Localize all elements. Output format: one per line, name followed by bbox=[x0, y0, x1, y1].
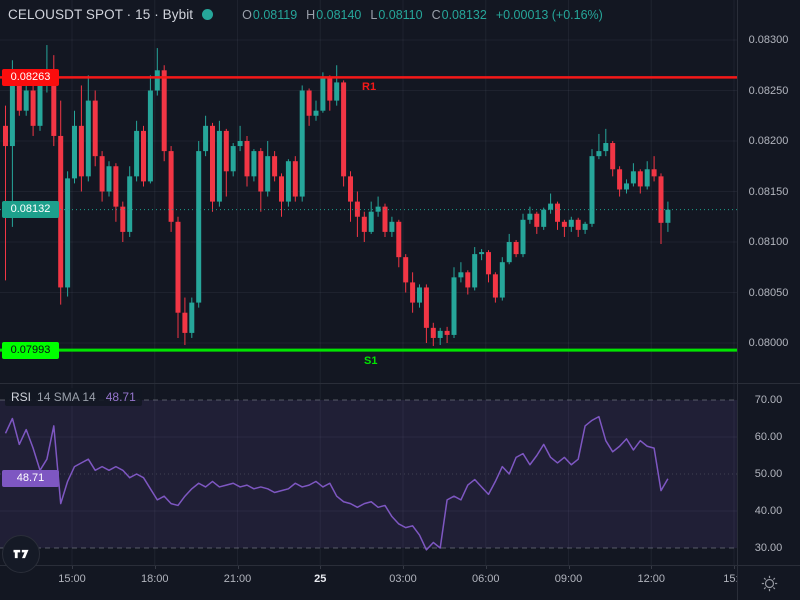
time-axis-label: 06:00 bbox=[471, 573, 500, 585]
rsi-axis[interactable]: 70.00 60.00 50.00 40.00 30.00 bbox=[737, 383, 800, 565]
tradingview-logo-icon bbox=[13, 549, 29, 559]
rsi-axis-label: 50.00 bbox=[754, 468, 783, 480]
high-value: 0.08140 bbox=[316, 7, 362, 22]
rsi-title: RSI bbox=[11, 390, 32, 404]
price-axis-label: 0.08100 bbox=[748, 236, 789, 248]
time-axis-tick bbox=[485, 565, 487, 569]
time-axis[interactable]: 15:00 18:00 21:00 25 03:00 06:00 09:00 12:00 15:… bbox=[0, 565, 746, 600]
time-axis-tick bbox=[568, 565, 570, 569]
time-axis-label: 09:00 bbox=[554, 573, 583, 585]
time-axis-label: 15:00 bbox=[58, 573, 86, 585]
change-value: +0.00013 (+0.16%) bbox=[495, 7, 603, 22]
time-axis-label: 18:00 bbox=[140, 573, 169, 585]
time-axis-label: 03:00 bbox=[389, 573, 417, 585]
pane-separator[interactable] bbox=[0, 383, 800, 384]
last-price-badge: 0.08132 bbox=[2, 201, 59, 219]
price-axis-label: 0.08300 bbox=[748, 34, 789, 46]
r1-level-label: R1 bbox=[362, 81, 377, 94]
time-axis-label: 21:00 bbox=[223, 573, 252, 585]
time-axis-tick bbox=[403, 565, 404, 569]
close-label: C bbox=[431, 7, 441, 22]
low-value: 0.08110 bbox=[378, 7, 423, 22]
gear-icon[interactable] bbox=[761, 575, 778, 592]
price-axis-label: 0.08200 bbox=[748, 135, 789, 147]
time-axis-tick bbox=[734, 565, 735, 569]
time-axis-label: 25 bbox=[314, 573, 327, 585]
rsi-axis-label: 40.00 bbox=[754, 505, 783, 517]
price-axis[interactable]: 0.08300 0.08250 0.08200 0.08150 0.08100 0.080… bbox=[737, 0, 800, 565]
price-axis-label: 0.08000 bbox=[748, 337, 789, 349]
rsi-legend[interactable]: RSI 14 SMA 14 48.71 bbox=[5, 388, 142, 406]
market-status-icon bbox=[202, 9, 214, 20]
price-axis-label: 0.08150 bbox=[748, 185, 789, 198]
rsi-axis-label: 60.00 bbox=[754, 431, 783, 443]
rsi-params: 14 SMA 14 bbox=[37, 390, 96, 404]
time-axis-label: 12:00 bbox=[637, 573, 666, 585]
time-axis-tick bbox=[320, 565, 322, 569]
s1-level-label: S1 bbox=[364, 355, 378, 368]
time-axis-tick bbox=[237, 565, 239, 569]
time-axis-separator bbox=[0, 565, 800, 566]
rsi-axis-label: 70.00 bbox=[754, 394, 783, 406]
s1-price-badge: 0.07993 bbox=[2, 341, 59, 359]
axis-settings-corner[interactable] bbox=[738, 566, 800, 600]
tradingview-logo[interactable] bbox=[2, 535, 40, 573]
rsi-value-badge: 48.71 bbox=[2, 470, 59, 488]
open-value: 0.08119 bbox=[252, 7, 298, 22]
high-label: H bbox=[306, 7, 316, 22]
rsi-value: 48.71 bbox=[105, 390, 136, 404]
rsi-axis-label: 30.00 bbox=[754, 542, 783, 554]
price-axis-label: 0.08050 bbox=[748, 286, 789, 299]
price-axis-separator bbox=[737, 0, 738, 600]
time-axis-tick bbox=[651, 565, 653, 569]
symbol-legend: CELOUSDT SPOT · 15 · Bybit O 0.08119 H 0.0… bbox=[8, 7, 603, 22]
r1-price-badge: 0.08263 bbox=[2, 68, 59, 86]
time-axis-tick bbox=[72, 565, 73, 569]
close-value: 0.08132 bbox=[441, 7, 487, 22]
symbol-title[interactable]: CELOUSDT SPOT · 15 · Bybit bbox=[8, 7, 194, 22]
open-label: O bbox=[242, 7, 252, 22]
time-axis-tick bbox=[154, 565, 156, 569]
price-axis-label: 0.08250 bbox=[748, 84, 789, 97]
low-label: L bbox=[370, 7, 378, 22]
